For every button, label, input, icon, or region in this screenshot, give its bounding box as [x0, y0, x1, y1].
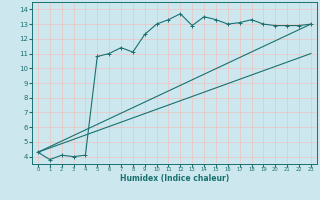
- X-axis label: Humidex (Indice chaleur): Humidex (Indice chaleur): [120, 174, 229, 183]
